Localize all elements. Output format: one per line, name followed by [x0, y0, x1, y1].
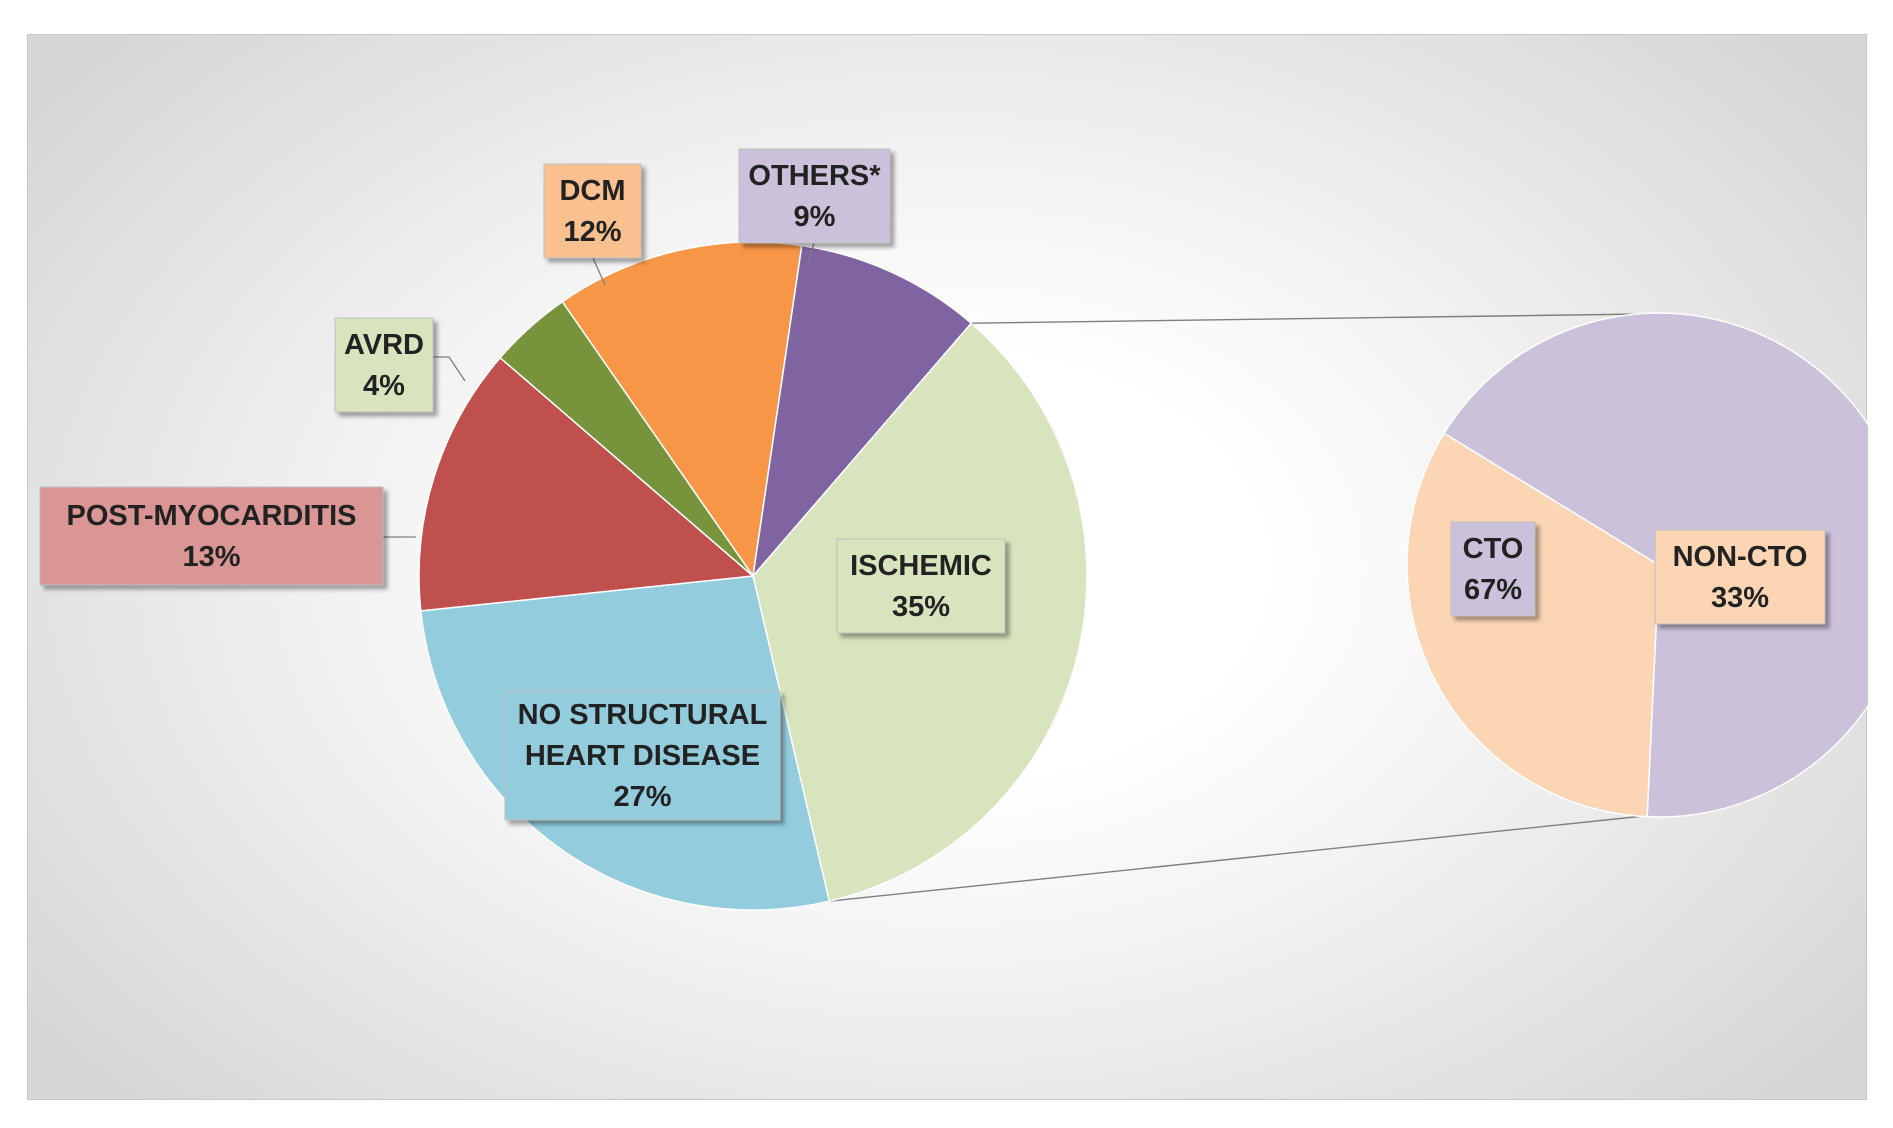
- label-category-dcm: DCM: [559, 175, 625, 207]
- label-box-ischemic: [836, 538, 1006, 634]
- data-label-post-myocarditis: POST-MYOCARDITIS 13%: [39, 486, 384, 586]
- label-box-dcm: [543, 163, 642, 259]
- data-label-non-cto: NON-CTO 33%: [1654, 529, 1826, 625]
- label-value-post-myocarditis: 13%: [182, 541, 240, 573]
- label-box-others: [738, 148, 891, 244]
- chart-area: ISCHEMIC 35% NO STRUCTURAL HEART DISEASE 27%…: [27, 34, 1868, 1100]
- pie-slice-cto: [1443, 312, 1868, 818]
- leader-line-avrd: [433, 356, 466, 382]
- label-value-no-structural-heart-disease: 27%: [613, 781, 671, 813]
- pie-of-pie-chart: ISCHEMIC 35% NO STRUCTURAL HEART DISEASE 27%…: [39, 148, 1868, 911]
- connector-lines: [829, 313, 1645, 902]
- label-box-avrd: [334, 317, 434, 413]
- label-box-post-myocarditis: [39, 486, 384, 586]
- data-label-no-structural-heart-disease: NO STRUCTURAL HEART DISEASE 27%: [504, 690, 781, 821]
- label-category-no-structural-heart-disease: HEART DISEASE: [525, 740, 760, 772]
- label-category-ischemic: ISCHEMIC: [850, 550, 992, 582]
- leader-line-dcm: [592, 257, 606, 286]
- label-value-dcm: 12%: [563, 216, 621, 248]
- label-value-others: 9%: [794, 201, 836, 233]
- label-box-non-cto: [1654, 529, 1826, 625]
- label-category-non-cto: NON-CTO: [1673, 541, 1808, 573]
- leader-lines: [383, 242, 815, 538]
- label-value-ischemic: 35%: [892, 591, 950, 623]
- data-label-dcm: DCM 12%: [543, 163, 642, 259]
- label-value-avrd: 4%: [363, 370, 405, 402]
- label-category-post-myocarditis: POST-MYOCARDITIS: [66, 500, 356, 532]
- data-label-ischemic: ISCHEMIC 35%: [836, 538, 1006, 634]
- label-category-others: OTHERS*: [748, 160, 881, 192]
- label-value-cto: 67%: [1464, 574, 1522, 606]
- data-labels: ISCHEMIC 35% NO STRUCTURAL HEART DISEASE 27%…: [39, 148, 1826, 821]
- label-category-avrd: AVRD: [344, 329, 424, 361]
- label-value-non-cto: 33%: [1711, 582, 1769, 614]
- data-label-cto: CTO 67%: [1450, 521, 1536, 617]
- label-box-cto: [1450, 521, 1536, 617]
- pie-slice-post-myocarditis: [418, 356, 755, 612]
- data-label-others: OTHERS* 9%: [738, 148, 891, 244]
- pie-slice-others: [751, 244, 973, 579]
- label-box-no-structural-heart-disease: [504, 690, 781, 821]
- connector-line-top: [971, 313, 1645, 324]
- leader-line-others: [807, 242, 815, 264]
- label-category-cto: CTO: [1463, 533, 1524, 565]
- data-label-avrd: AVRD 4%: [334, 317, 434, 413]
- label-category-no-structural-heart-disease: NO STRUCTURAL: [518, 699, 768, 731]
- connector-line-bottom: [829, 815, 1645, 902]
